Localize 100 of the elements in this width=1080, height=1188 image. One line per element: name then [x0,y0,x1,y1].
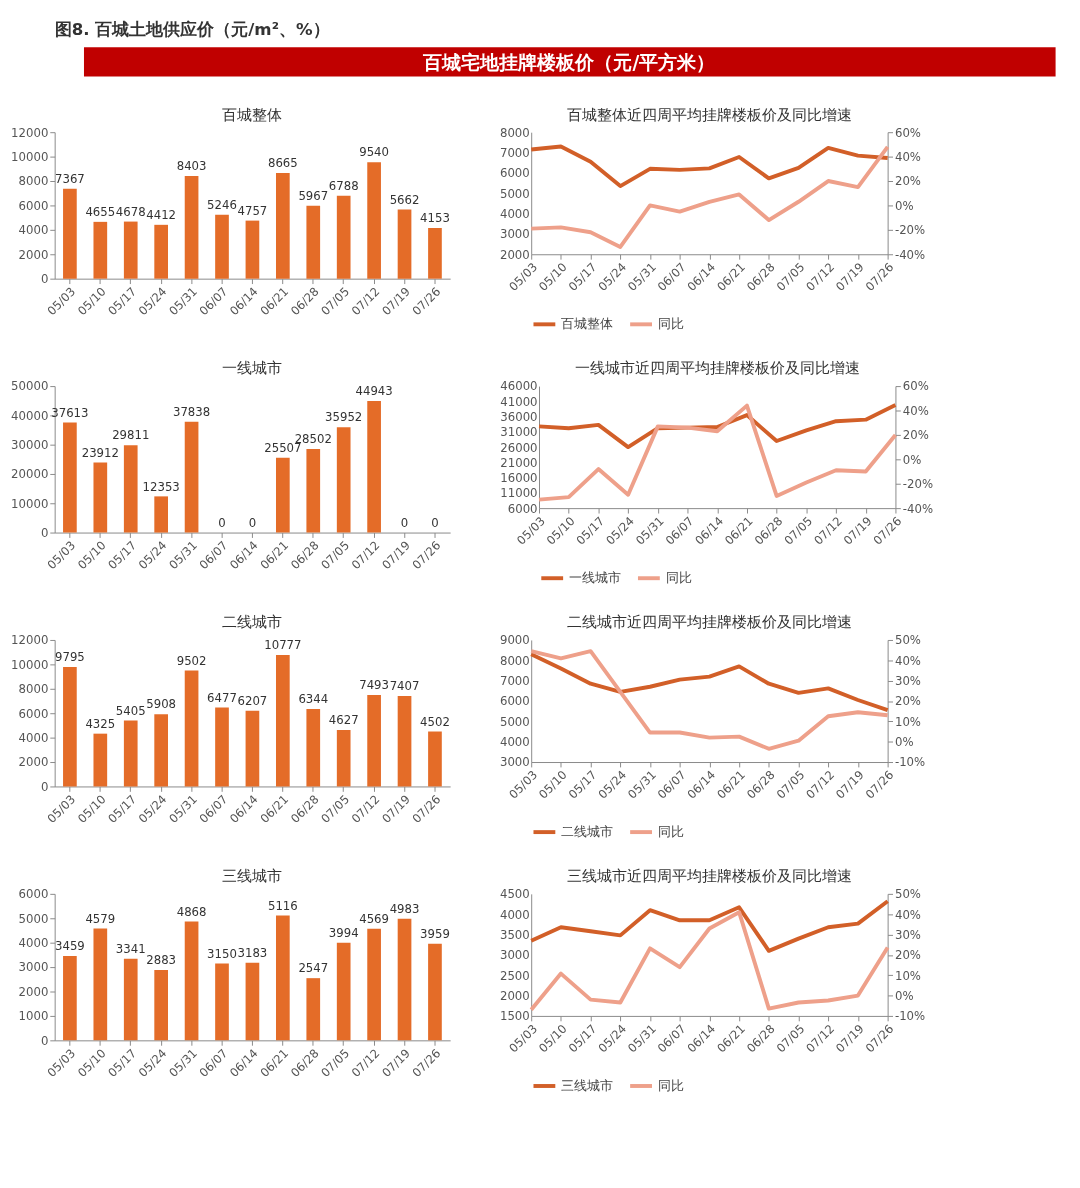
chart-title: 百城整体 [222,105,283,123]
y-tick-label: 3000 [18,960,49,975]
data-label: 7493 [359,678,390,693]
bar [306,205,321,279]
bar [276,457,290,533]
line-series [529,144,890,249]
data-label: 4325 [85,716,116,731]
bar [276,654,290,787]
data-label: 6207 [237,693,268,708]
chart-title: 三线城市 [222,867,283,885]
y-tick-label: 0 [40,779,49,794]
bar [397,918,412,1041]
y-tick-label: 4000 [18,731,49,746]
bar [154,496,168,533]
legend-label: 同比 [658,824,685,840]
data-label: 4868 [176,904,207,919]
data-label: 4678 [115,204,146,219]
y-tick-label: 20000 [11,467,49,482]
y2-tick-label: 10% [894,714,921,729]
y2-tick-label: 20% [894,948,921,963]
y2-tick-label: 50% [894,633,921,648]
chart-title: 二线城市近四周平均挂牌楼板价及同比增速 [566,613,852,631]
y-tick-label: 2500 [499,968,530,983]
y-tick-label: 6000 [18,887,49,902]
y-tick-label: 10000 [11,150,49,165]
data-label: 8403 [176,159,207,174]
y2-tick-label: 10% [894,968,921,983]
y-tick-label: 2000 [499,247,530,262]
y-tick-label: 12000 [11,633,49,648]
data-label: 8665 [267,156,298,171]
data-label: 37613 [51,405,89,420]
data-label: 23912 [81,445,119,460]
bar [336,195,351,279]
bar [428,731,442,787]
y2-tick-label: 0% [894,198,914,213]
y-tick-label: 31000 [500,425,538,440]
data-label: 6788 [328,178,359,193]
bar [245,962,260,1041]
data-label: 37838 [172,404,211,419]
y-tick-label: 4500 [499,887,530,902]
data-label: 5662 [389,192,420,207]
y2-tick-label: 50% [894,887,921,902]
y-tick-label: 3000 [499,227,530,242]
y-tick-label: 4000 [18,936,49,951]
y-tick-label: 0 [40,525,49,540]
bar [215,963,229,1041]
chart-title: 一线城市 [222,359,283,377]
y2-tick-label: -20% [902,477,934,492]
y2-tick-label: 0% [902,452,922,467]
chart-title: 百城整体近四周平均挂牌楼板价及同比增速 [566,105,852,123]
bar [123,445,138,533]
bar [184,421,199,533]
data-label: 3459 [55,939,85,954]
y2-tick-label: 40% [894,907,921,922]
bar [154,969,168,1041]
y-tick-label: 7000 [499,145,530,160]
bar [245,220,260,279]
bar [123,958,138,1041]
bar [63,666,77,787]
chart-title: 一线城市近四周平均挂牌楼板价及同比增速 [574,359,860,377]
data-label: 5908 [146,697,177,712]
data-label: 3959 [420,926,450,941]
y-tick-label: 36000 [500,410,538,424]
legend-label: 百城整体 [561,316,614,332]
bar [397,209,412,279]
y2-tick-label: 30% [894,927,921,942]
y2-tick-label: -40% [902,501,934,516]
data-label: 4757 [237,203,268,218]
y-tick-label: 46000 [500,379,538,394]
data-label: 4579 [85,911,116,926]
data-label: 4412 [146,207,177,222]
bar [93,221,108,279]
data-label: 7367 [55,171,85,186]
y-tick-label: 16000 [500,471,538,486]
y-tick-label: 40000 [11,408,49,423]
y-tick-label: 0 [40,272,49,287]
y2-tick-label: -20% [894,223,926,238]
y2-tick-label: 20% [894,694,921,709]
bar [397,696,412,787]
data-label: 6344 [298,692,329,707]
y2-tick-label: -10% [894,755,926,770]
y-tick-label: 41000 [500,394,538,409]
bar [276,915,290,1041]
legend-label: 二线城市 [561,824,614,840]
data-label: 9795 [55,650,85,665]
bar [428,227,442,279]
bar [306,449,321,533]
data-label: 9540 [359,145,390,160]
y-tick-label: 10000 [11,496,49,511]
y-tick-label: 4000 [18,223,49,238]
data-label: 3150 [207,946,237,961]
y-tick-label: 8000 [499,653,530,668]
bar [93,462,108,533]
y-tick-label: 2000 [18,984,49,999]
bar [154,714,168,787]
data-label: 12353 [142,479,180,494]
data-label: 5116 [267,898,298,913]
y-tick-label: 1000 [18,1009,49,1024]
y2-tick-label: 20% [902,428,929,443]
y2-tick-label: 40% [894,150,921,165]
